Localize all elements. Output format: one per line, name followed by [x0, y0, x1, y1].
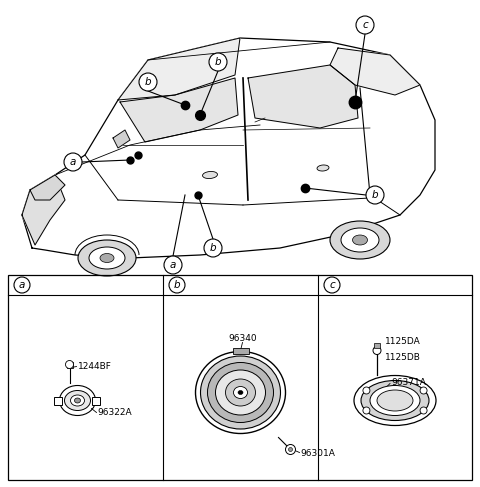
Ellipse shape: [341, 228, 379, 252]
Polygon shape: [120, 78, 238, 142]
Text: 1125DB: 1125DB: [385, 354, 421, 362]
Ellipse shape: [370, 386, 420, 415]
Ellipse shape: [226, 379, 255, 406]
Polygon shape: [113, 130, 130, 148]
Circle shape: [420, 407, 427, 414]
Ellipse shape: [216, 370, 265, 415]
Text: c: c: [362, 20, 368, 30]
Ellipse shape: [201, 356, 280, 429]
Ellipse shape: [330, 221, 390, 259]
Bar: [92, 396, 99, 405]
Ellipse shape: [361, 380, 429, 420]
Text: b: b: [174, 280, 180, 290]
Polygon shape: [30, 175, 65, 200]
Circle shape: [373, 346, 381, 355]
Ellipse shape: [89, 247, 125, 269]
Text: b: b: [372, 190, 378, 200]
Circle shape: [363, 387, 370, 394]
Bar: [53, 396, 61, 405]
Ellipse shape: [78, 240, 136, 276]
Ellipse shape: [71, 395, 84, 406]
Ellipse shape: [354, 375, 436, 426]
Ellipse shape: [100, 254, 114, 262]
Bar: [232, 348, 249, 354]
Circle shape: [209, 53, 227, 71]
Text: 96322A: 96322A: [97, 408, 132, 417]
Circle shape: [204, 239, 222, 257]
Circle shape: [286, 445, 296, 454]
Text: 96340: 96340: [228, 334, 257, 343]
Text: b: b: [215, 57, 221, 67]
Ellipse shape: [352, 235, 368, 245]
Circle shape: [420, 387, 427, 394]
Circle shape: [14, 277, 30, 293]
Circle shape: [64, 153, 82, 171]
Circle shape: [164, 256, 182, 274]
Text: 96301A: 96301A: [300, 449, 336, 458]
Text: b: b: [210, 243, 216, 253]
Text: c: c: [329, 280, 335, 290]
Ellipse shape: [74, 398, 81, 403]
Circle shape: [363, 407, 370, 414]
Circle shape: [324, 277, 340, 293]
Polygon shape: [22, 38, 435, 258]
Bar: [67, 361, 72, 368]
Ellipse shape: [377, 390, 413, 411]
Text: a: a: [170, 260, 176, 270]
Text: 1125DA: 1125DA: [385, 337, 421, 345]
Circle shape: [65, 360, 73, 369]
Text: 1244BF: 1244BF: [77, 362, 111, 371]
Bar: [374, 342, 380, 348]
Circle shape: [356, 16, 374, 34]
Polygon shape: [248, 65, 358, 128]
Text: a: a: [70, 157, 76, 167]
Ellipse shape: [207, 362, 274, 423]
Ellipse shape: [238, 391, 243, 394]
Text: b: b: [144, 77, 151, 87]
Circle shape: [366, 186, 384, 204]
Ellipse shape: [233, 387, 248, 398]
Text: a: a: [19, 280, 25, 290]
Ellipse shape: [317, 165, 329, 171]
Ellipse shape: [195, 352, 286, 433]
Ellipse shape: [64, 391, 91, 411]
Circle shape: [169, 277, 185, 293]
Polygon shape: [22, 175, 65, 245]
Ellipse shape: [203, 171, 217, 179]
Bar: [8, 275, 472, 480]
Ellipse shape: [60, 386, 96, 415]
Polygon shape: [118, 38, 240, 100]
Circle shape: [139, 73, 157, 91]
Text: 96371A: 96371A: [391, 378, 426, 387]
Polygon shape: [330, 48, 420, 95]
Circle shape: [288, 448, 292, 451]
